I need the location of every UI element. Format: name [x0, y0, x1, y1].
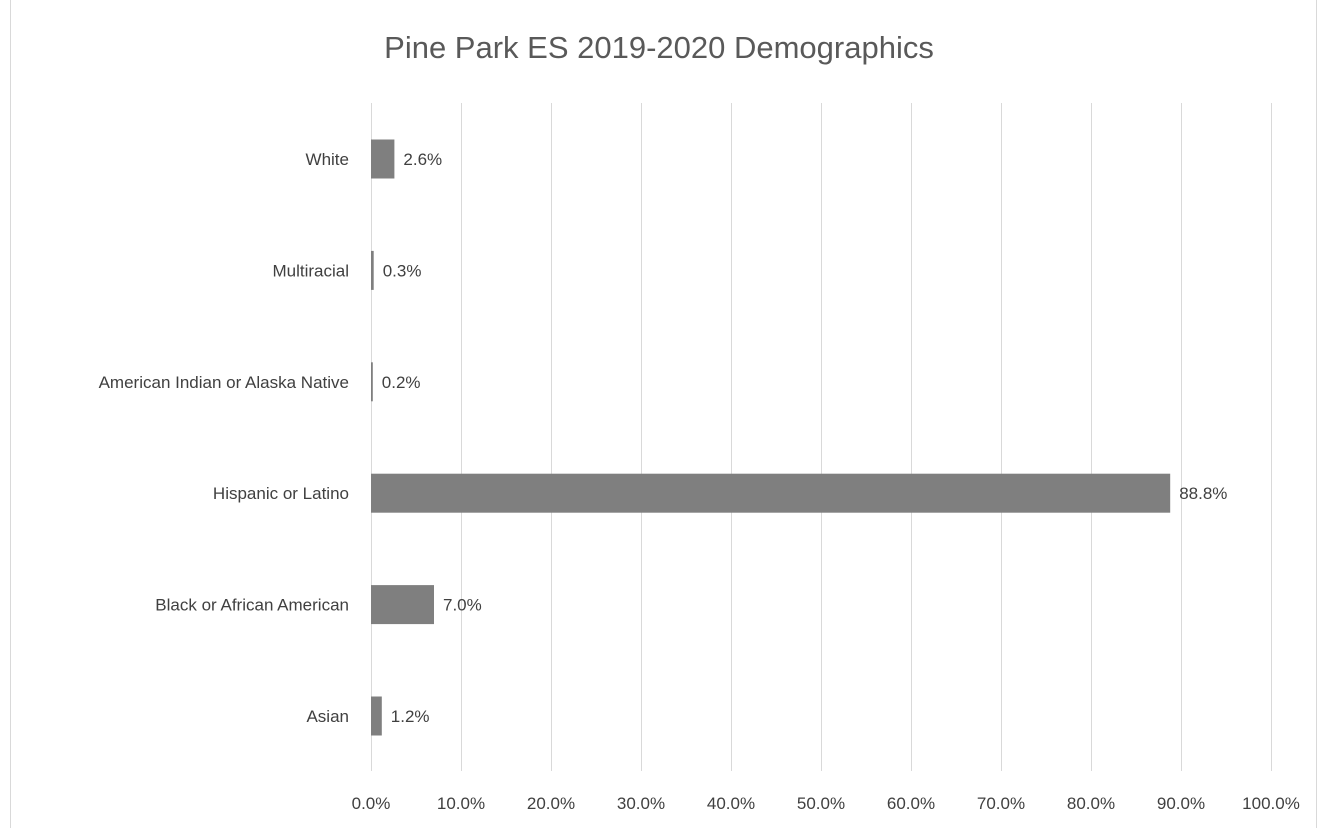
x-tick-label: 70.0% [977, 794, 1025, 813]
bar [371, 585, 434, 625]
category-label: Multiracial [272, 261, 349, 280]
x-tick-label: 90.0% [1157, 794, 1205, 813]
x-tick-label: 50.0% [797, 794, 845, 813]
data-label: 2.6% [403, 150, 442, 169]
x-tick-label: 10.0% [437, 794, 485, 813]
x-tick-label: 60.0% [887, 794, 935, 813]
category-label: Asian [306, 707, 349, 726]
chart-area [10, 0, 1317, 828]
x-tick-label: 80.0% [1067, 794, 1115, 813]
x-tick-label: 20.0% [527, 794, 575, 813]
data-label: 88.8% [1179, 484, 1227, 503]
x-tick-label: 40.0% [707, 794, 755, 813]
bar [371, 250, 374, 290]
x-tick-label: 30.0% [617, 794, 665, 813]
x-tick-label: 100.0% [1242, 794, 1300, 813]
data-label: 1.2% [391, 707, 430, 726]
bar [371, 139, 395, 179]
data-label: 0.3% [383, 261, 422, 280]
data-label: 0.2% [382, 373, 421, 392]
data-label: 7.0% [443, 596, 482, 615]
bar [371, 362, 373, 402]
x-tick-label: 0.0% [352, 794, 391, 813]
category-label: American Indian or Alaska Native [99, 373, 349, 392]
bar [371, 696, 382, 736]
category-label: Black or African American [155, 596, 349, 615]
category-label: Hispanic or Latino [213, 484, 349, 503]
category-label: White [306, 150, 349, 169]
bar [371, 473, 1171, 513]
chart-title: Pine Park ES 2019-2020 Demographics [384, 30, 934, 65]
